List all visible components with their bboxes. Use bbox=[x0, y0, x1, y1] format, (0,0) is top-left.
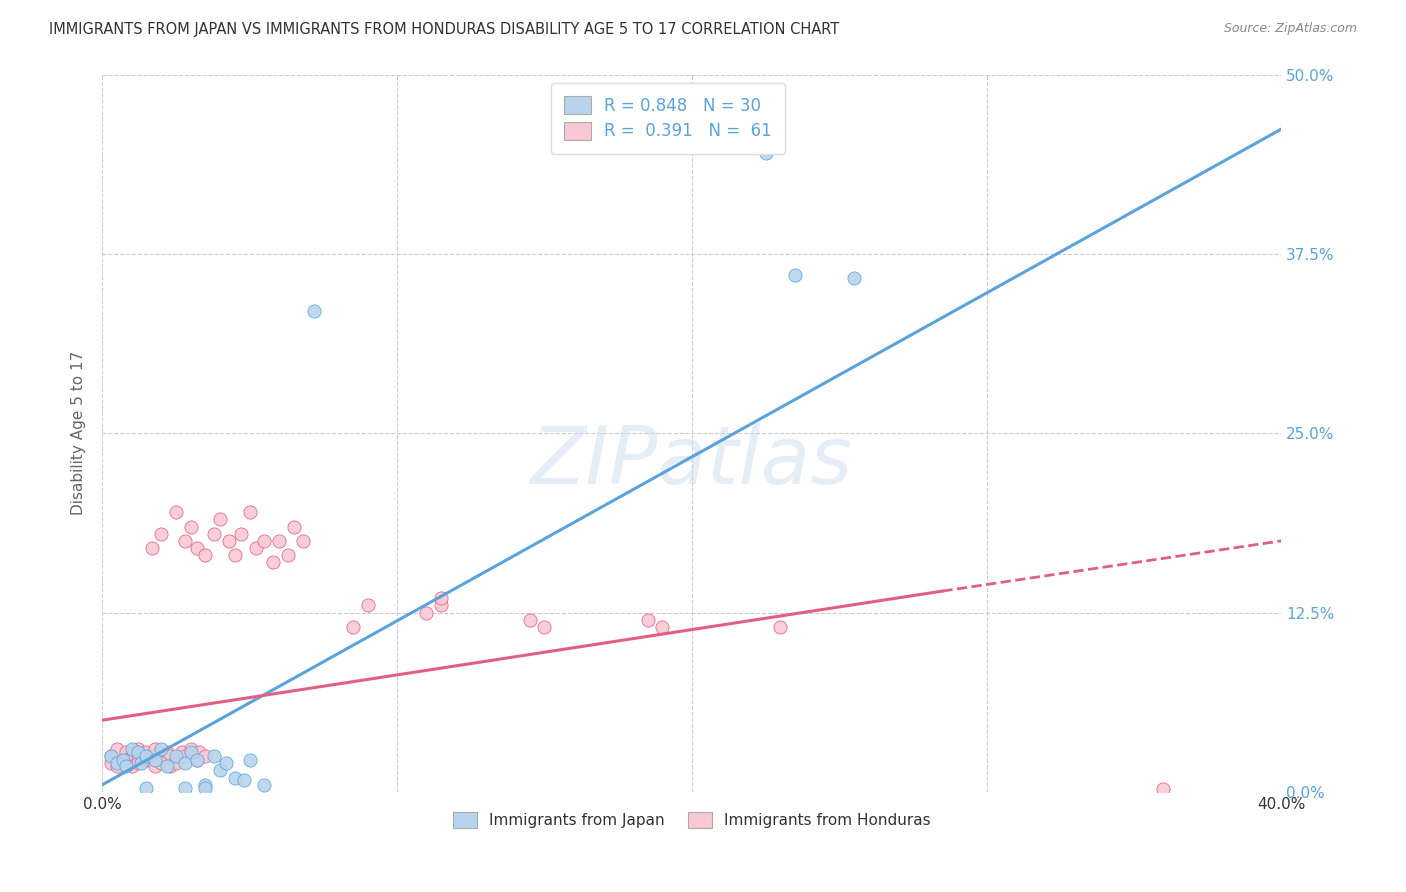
Point bbox=[218, 533, 240, 548]
Point bbox=[159, 759, 181, 773]
Point bbox=[143, 742, 166, 756]
Point bbox=[202, 749, 225, 764]
Point bbox=[156, 759, 179, 773]
Point bbox=[165, 749, 187, 764]
Point bbox=[135, 745, 157, 759]
Point bbox=[783, 268, 806, 283]
Point bbox=[114, 745, 136, 759]
Point bbox=[304, 304, 326, 318]
Point bbox=[245, 541, 267, 555]
Point bbox=[430, 599, 453, 613]
Point bbox=[186, 753, 208, 767]
Y-axis label: Disability Age 5 to 17: Disability Age 5 to 17 bbox=[72, 351, 86, 516]
Point bbox=[291, 533, 314, 548]
Point bbox=[141, 541, 163, 555]
Point bbox=[519, 613, 541, 627]
Text: IMMIGRANTS FROM JAPAN VS IMMIGRANTS FROM HONDURAS DISABILITY AGE 5 TO 17 CORRELA: IMMIGRANTS FROM JAPAN VS IMMIGRANTS FROM… bbox=[49, 22, 839, 37]
Point bbox=[150, 526, 173, 541]
Text: ZIPatlas: ZIPatlas bbox=[530, 423, 853, 501]
Point bbox=[150, 742, 173, 756]
Point bbox=[239, 505, 262, 519]
Point bbox=[170, 745, 193, 759]
Point bbox=[111, 753, 134, 767]
Legend: Immigrants from Japan, Immigrants from Honduras: Immigrants from Japan, Immigrants from H… bbox=[447, 805, 938, 835]
Point bbox=[127, 745, 149, 759]
Point bbox=[159, 749, 181, 764]
Point bbox=[121, 759, 143, 773]
Point bbox=[114, 759, 136, 773]
Point bbox=[194, 778, 217, 792]
Point bbox=[173, 780, 195, 795]
Point bbox=[141, 749, 163, 764]
Point bbox=[114, 753, 136, 767]
Point bbox=[135, 749, 157, 764]
Point bbox=[165, 505, 187, 519]
Point bbox=[215, 756, 238, 771]
Point bbox=[229, 526, 252, 541]
Point bbox=[105, 756, 128, 771]
Point bbox=[121, 742, 143, 756]
Point bbox=[430, 591, 453, 606]
Point bbox=[135, 753, 157, 767]
Point bbox=[224, 548, 246, 562]
Point bbox=[1153, 782, 1175, 797]
Point bbox=[129, 756, 152, 771]
Point bbox=[209, 764, 232, 778]
Point bbox=[267, 533, 290, 548]
Point bbox=[415, 606, 437, 620]
Point bbox=[342, 620, 364, 634]
Point bbox=[253, 778, 276, 792]
Point bbox=[842, 271, 865, 285]
Point bbox=[180, 519, 202, 533]
Point bbox=[165, 756, 187, 771]
Point bbox=[165, 753, 187, 767]
Point bbox=[224, 771, 246, 785]
Point bbox=[180, 742, 202, 756]
Point bbox=[253, 533, 276, 548]
Point bbox=[186, 541, 208, 555]
Point bbox=[143, 753, 166, 767]
Point bbox=[202, 526, 225, 541]
Point bbox=[283, 519, 305, 533]
Point bbox=[127, 756, 149, 771]
Point bbox=[533, 620, 555, 634]
Point bbox=[277, 548, 299, 562]
Point bbox=[150, 756, 173, 771]
Point bbox=[173, 749, 195, 764]
Point bbox=[129, 753, 152, 767]
Point bbox=[127, 742, 149, 756]
Point bbox=[209, 512, 232, 526]
Point bbox=[100, 749, 122, 764]
Point bbox=[637, 613, 659, 627]
Point bbox=[239, 753, 262, 767]
Point bbox=[100, 756, 122, 771]
Point bbox=[194, 780, 217, 795]
Point bbox=[156, 745, 179, 759]
Point bbox=[135, 780, 157, 795]
Point bbox=[194, 548, 217, 562]
Point bbox=[121, 749, 143, 764]
Point bbox=[173, 533, 195, 548]
Text: Source: ZipAtlas.com: Source: ZipAtlas.com bbox=[1223, 22, 1357, 36]
Point bbox=[111, 753, 134, 767]
Point bbox=[262, 555, 284, 569]
Point bbox=[186, 753, 208, 767]
Point bbox=[143, 759, 166, 773]
Point bbox=[356, 599, 378, 613]
Point bbox=[105, 742, 128, 756]
Point bbox=[188, 745, 211, 759]
Point bbox=[754, 146, 776, 161]
Point bbox=[173, 756, 195, 771]
Point bbox=[232, 773, 254, 788]
Point bbox=[194, 749, 217, 764]
Point bbox=[180, 745, 202, 759]
Point bbox=[105, 759, 128, 773]
Point bbox=[150, 753, 173, 767]
Point bbox=[651, 620, 673, 634]
Point bbox=[769, 620, 792, 634]
Point bbox=[100, 749, 122, 764]
